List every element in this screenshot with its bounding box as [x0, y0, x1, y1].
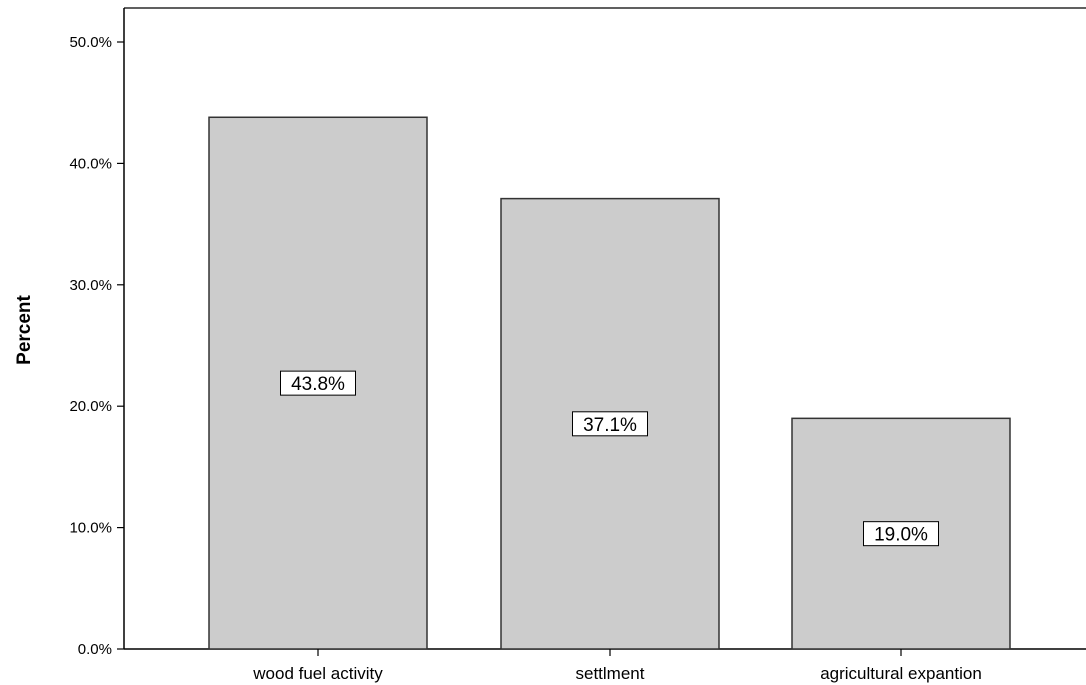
data-label: 43.8%	[291, 374, 345, 395]
x-tick-label: settlment	[576, 664, 645, 683]
data-label-box	[572, 411, 648, 437]
data-label: 37.1%	[583, 415, 637, 436]
y-tick-label: 10.0%	[69, 520, 112, 537]
y-tick-label: 20.0%	[69, 398, 112, 415]
y-axis-label: Percent	[14, 294, 35, 364]
bar	[208, 116, 428, 650]
data-label-box	[280, 370, 356, 396]
data-label: 19.0%	[874, 525, 928, 546]
x-axis-ticks: wood fuel activity settlment agricultural …	[252, 649, 982, 683]
data-label-box	[863, 521, 939, 547]
x-tick-label: agricultural expantion	[820, 664, 982, 683]
y-tick-label: 50.0%	[69, 34, 112, 51]
x-tick-label: wood fuel activity	[252, 664, 383, 683]
y-tick-label: 40.0%	[69, 155, 112, 172]
y-tick-label: 0.0%	[78, 641, 112, 658]
y-axis-ticks: 0.0% 10.0% 20.0% 30.0% 40.0% 50.0%	[69, 34, 124, 658]
bars-group: 43.8% 37.1% 19.0%	[208, 116, 1011, 650]
y-tick-label: 30.0%	[69, 277, 112, 294]
